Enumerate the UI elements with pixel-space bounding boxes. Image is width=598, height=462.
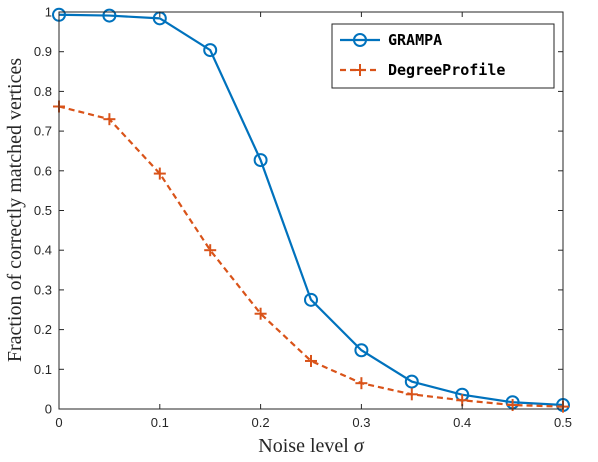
series-line-grampa [58,13,564,407]
y-tick-label: 1 [45,5,52,20]
x-axis-label: Noise level σ [258,435,365,457]
y-tick-label: 0.3 [34,282,52,297]
x-tick-label: 0.3 [352,415,370,430]
x-tick-label: 0.4 [453,415,471,430]
y-axis-label: Fraction of correctly matched vertices [4,58,26,363]
legend-marker-grampa [353,33,367,47]
x-tick-label: 0.2 [252,415,270,430]
data-point-degreeprofile [405,388,418,401]
data-point-degreeprofile [355,377,368,390]
y-tick-label: 0.1 [34,362,52,377]
data-point-degreeprofile [153,167,166,180]
data-point-degreeprofile [254,307,267,320]
y-tick-label: 0.8 [34,84,52,99]
y-tick-label: 0.7 [34,124,52,139]
data-point-degreeprofile [204,244,217,257]
legend-box [331,23,555,89]
data-point-grampa [304,292,318,307]
x-tick-label: 0.5 [554,415,572,430]
data-point-grampa [404,374,419,389]
series-line-degreeprofile [58,105,564,408]
y-tick-label: 0.4 [34,243,52,258]
axes-layer: 0 0.1 0.2 0.3 0.4 0.5 0 0.1 0.2 0.3 0.4 0.5 0.6 0.7 0.… [34,5,572,431]
data-point-degreeprofile [305,354,317,367]
y-tick-label: 0.2 [34,322,52,337]
x-tick-label: 0 [55,415,62,430]
x-tick-label: 0.1 [151,415,169,430]
legend-marker-degreeprofile [354,64,366,76]
y-tick-label: 0.5 [34,203,52,218]
y-tick-label: 0.6 [34,163,52,178]
data-point-degreeprofile [103,113,116,126]
y-tick-label: 0.9 [34,44,52,59]
y-tick-label: 0 [45,402,52,417]
data-point-grampa [354,343,369,358]
legend-label-grampa: GRAMPA [388,31,442,49]
data-point-grampa [203,43,218,58]
legend-label-degreeprofile: DegreeProfile [388,61,505,79]
data-point-grampa [102,8,117,23]
data-point-grampa [253,153,268,168]
legend: GRAMPA DegreeProfile [331,23,555,89]
